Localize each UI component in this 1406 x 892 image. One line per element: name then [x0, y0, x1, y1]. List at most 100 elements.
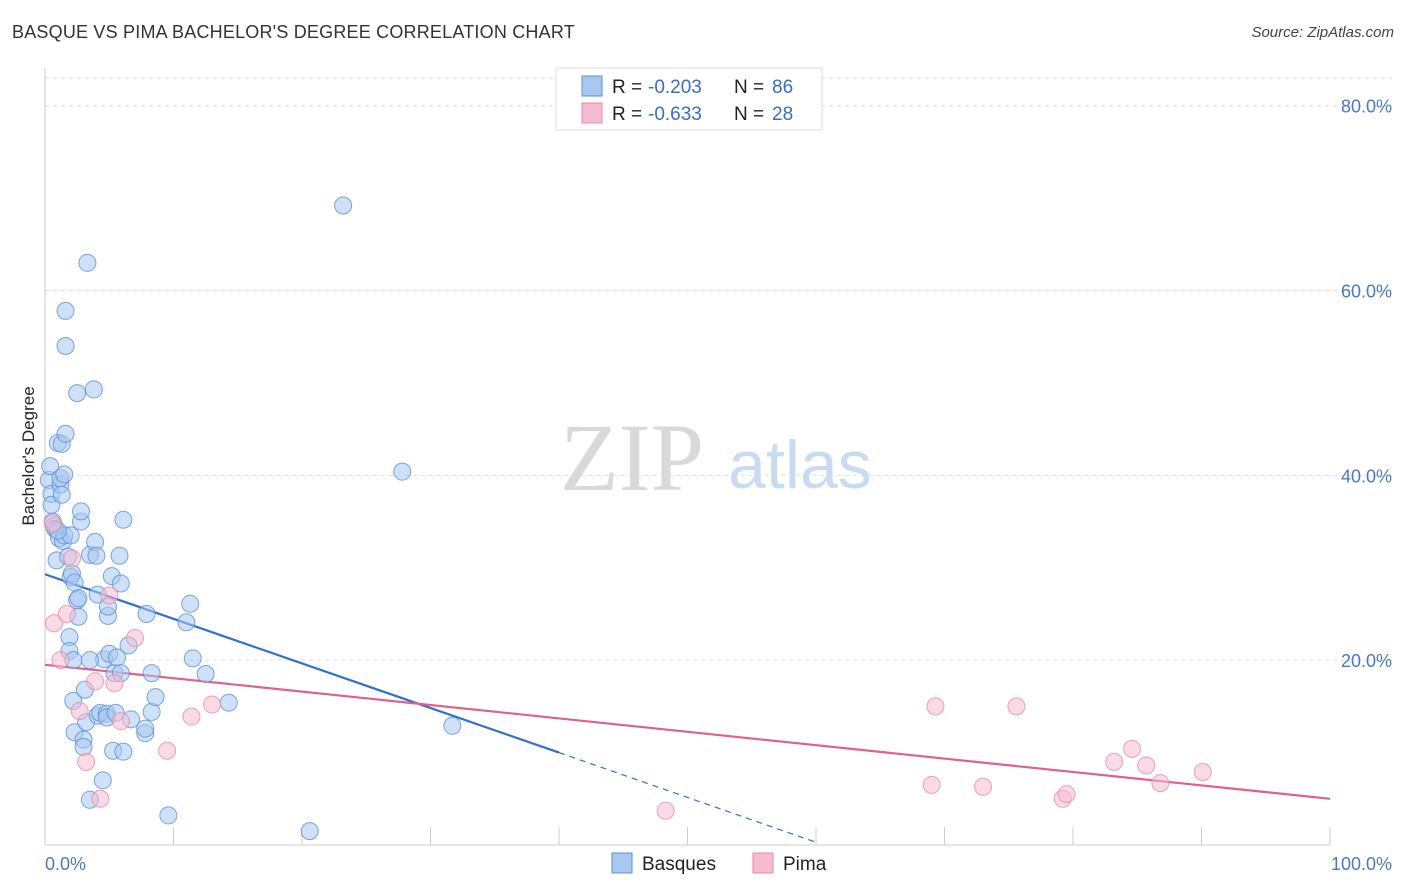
- pima-point-6: [86, 672, 105, 691]
- basques-point-31: [68, 384, 87, 403]
- pima-point-23: [1123, 739, 1142, 758]
- pima-point-11: [125, 629, 144, 648]
- basques-point-64: [114, 742, 133, 761]
- basques-point-19: [56, 336, 75, 355]
- pima-point-22: [1105, 752, 1124, 771]
- pima-point-25: [1151, 774, 1170, 793]
- basques-point-76: [181, 594, 200, 613]
- pima-point-19: [1007, 697, 1026, 716]
- top-legend: R = -0.203 N = 86 R = -0.633 N = 28: [555, 67, 823, 131]
- trendline-basques: [44, 573, 560, 754]
- basques-point-12: [52, 485, 71, 504]
- pima-point-18: [974, 777, 993, 796]
- x-tick-label-start: 0.0%: [45, 854, 86, 874]
- legend-swatch-basques: [581, 75, 603, 97]
- legend-n-label-1: N =: [734, 77, 764, 98]
- legend-n-label-2: N =: [734, 104, 764, 125]
- legend-r-label-1: R =: [612, 77, 642, 98]
- y-tick-label-80: 80.0%: [1341, 97, 1392, 117]
- trendlines: [44, 573, 1331, 843]
- basques-point-32: [69, 589, 88, 608]
- series-pima: [43, 514, 1212, 820]
- pima-point-14: [203, 695, 222, 714]
- trendline-basques-extension: [558, 752, 817, 843]
- basques-point-70: [137, 604, 156, 623]
- basques-point-73: [146, 688, 165, 707]
- pima-point-12: [158, 741, 177, 760]
- bottom-legend-label-basques: Basques: [642, 854, 716, 875]
- basques-point-62: [111, 574, 130, 593]
- y-tick-label-40: 40.0%: [1341, 466, 1392, 486]
- bottom-legend-label-pima: Pima: [783, 854, 827, 875]
- basques-point-43: [84, 380, 103, 399]
- basques-point-83: [443, 716, 462, 735]
- pima-point-4: [70, 702, 89, 721]
- trendline-pima: [44, 663, 1331, 800]
- legend-r-value-1: -0.203: [648, 77, 702, 98]
- source-note: Source: ZipAtlas.com: [1251, 24, 1394, 41]
- basques-point-82: [393, 462, 412, 481]
- pima-point-7: [91, 789, 110, 808]
- pima-point-1: [51, 651, 70, 670]
- pima-point-8: [100, 586, 119, 605]
- pima-point-27: [43, 514, 62, 533]
- y-axis-label: Bachelor's Degree: [19, 386, 38, 525]
- bottom-legend: Basques Pima: [611, 852, 827, 875]
- pima-point-21: [1057, 785, 1076, 804]
- basques-point-1: [41, 457, 60, 476]
- basques-point-74: [159, 806, 178, 825]
- pima-point-2: [57, 604, 76, 623]
- series-basques: [39, 196, 462, 841]
- scatter-points: [39, 196, 1212, 841]
- basques-point-45: [87, 546, 106, 565]
- chart-title: BASQUE VS PIMA BACHELOR'S DEGREE CORRELA…: [12, 22, 575, 42]
- pima-point-10: [111, 712, 130, 731]
- basques-point-69: [136, 719, 155, 738]
- legend-n-value-2: 28: [772, 104, 793, 125]
- pima-point-16: [922, 775, 941, 794]
- basques-point-40: [78, 253, 97, 272]
- watermark-zip: ZIP: [560, 404, 704, 511]
- pima-point-3: [62, 549, 81, 568]
- legend-r-label-2: R =: [612, 104, 642, 125]
- basques-point-77: [183, 649, 202, 668]
- pima-point-5: [77, 752, 96, 771]
- watermark-atlas: atlas: [728, 427, 872, 503]
- basques-point-80: [300, 822, 319, 841]
- basques-point-35: [71, 502, 90, 521]
- basques-point-78: [196, 665, 215, 684]
- basques-point-81: [334, 196, 353, 215]
- basques-point-37: [74, 738, 93, 757]
- basques-point-75: [177, 613, 196, 632]
- basques-point-18: [56, 301, 75, 320]
- gridlines: [45, 77, 1392, 661]
- pima-point-9: [105, 674, 124, 693]
- legend-swatch-pima: [581, 102, 603, 124]
- basques-point-28: [65, 573, 84, 592]
- basques-point-15: [55, 465, 74, 484]
- pima-point-0: [44, 614, 63, 633]
- basques-point-17: [56, 424, 75, 443]
- legend-r-value-2: -0.633: [648, 104, 702, 125]
- tick-labels: 20.0% 40.0% 60.0% 80.0% 0.0% 100.0%: [45, 97, 1392, 874]
- bottom-legend-swatch-basques: [611, 852, 633, 874]
- basques-point-61: [110, 546, 129, 565]
- axes: [44, 68, 1331, 846]
- x-tick-label-end: 100.0%: [1331, 854, 1392, 874]
- basques-point-49: [93, 771, 112, 790]
- pima-point-15: [656, 801, 675, 820]
- bottom-legend-swatch-pima: [752, 852, 774, 874]
- basques-point-71: [142, 702, 161, 721]
- pima-point-17: [926, 697, 945, 716]
- pima-point-26: [1193, 762, 1212, 781]
- watermark: ZIP atlas: [560, 404, 872, 511]
- legend-n-value-1: 86: [772, 77, 793, 98]
- basques-point-84: [80, 651, 99, 670]
- pima-point-24: [1137, 756, 1156, 775]
- basques-point-72: [142, 664, 161, 683]
- basques-point-79: [219, 693, 238, 712]
- pima-point-13: [182, 707, 201, 726]
- basques-point-65: [114, 510, 133, 529]
- y-tick-label-20: 20.0%: [1341, 651, 1392, 671]
